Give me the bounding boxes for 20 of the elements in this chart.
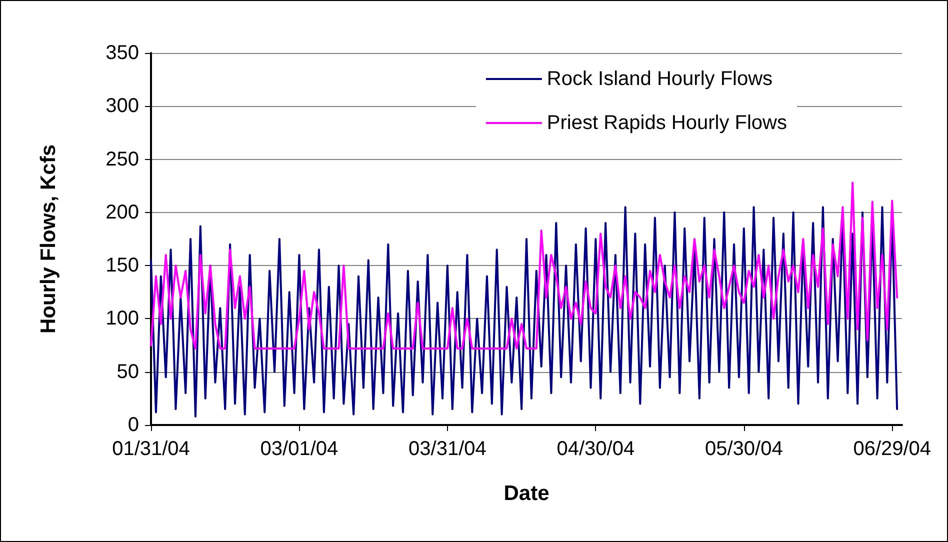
line-series xyxy=(150,182,898,350)
legend-label: Rock Island Hourly Flows xyxy=(546,68,773,90)
x-tick-label: 04/30/04 xyxy=(556,438,635,460)
x-tick-label: 06/29/04 xyxy=(853,438,932,460)
y-tick-label: 50 xyxy=(116,360,139,383)
y-tick-label: 100 xyxy=(106,308,139,330)
x-tick-label: 01/31/04 xyxy=(112,438,190,460)
y-tick-label: 200 xyxy=(106,201,139,224)
legend-label: Priest Rapids Hourly Flows xyxy=(546,112,788,134)
x-tick-label: 03/01/04 xyxy=(260,438,338,460)
y-tick-label: 150 xyxy=(106,254,139,277)
x-axis-title: Date xyxy=(504,482,550,505)
y-tick-label: 350 xyxy=(106,42,139,64)
y-axis-title: Hourly Flows, Kcfs xyxy=(37,144,60,334)
x-tick-label: 03/31/04 xyxy=(408,438,486,460)
line-series xyxy=(150,206,898,418)
x-tick-label: 05/30/04 xyxy=(704,438,783,460)
y-tick-label: 0 xyxy=(128,414,139,436)
y-tick-label: 300 xyxy=(106,95,139,118)
y-tick-label: 250 xyxy=(106,148,139,170)
